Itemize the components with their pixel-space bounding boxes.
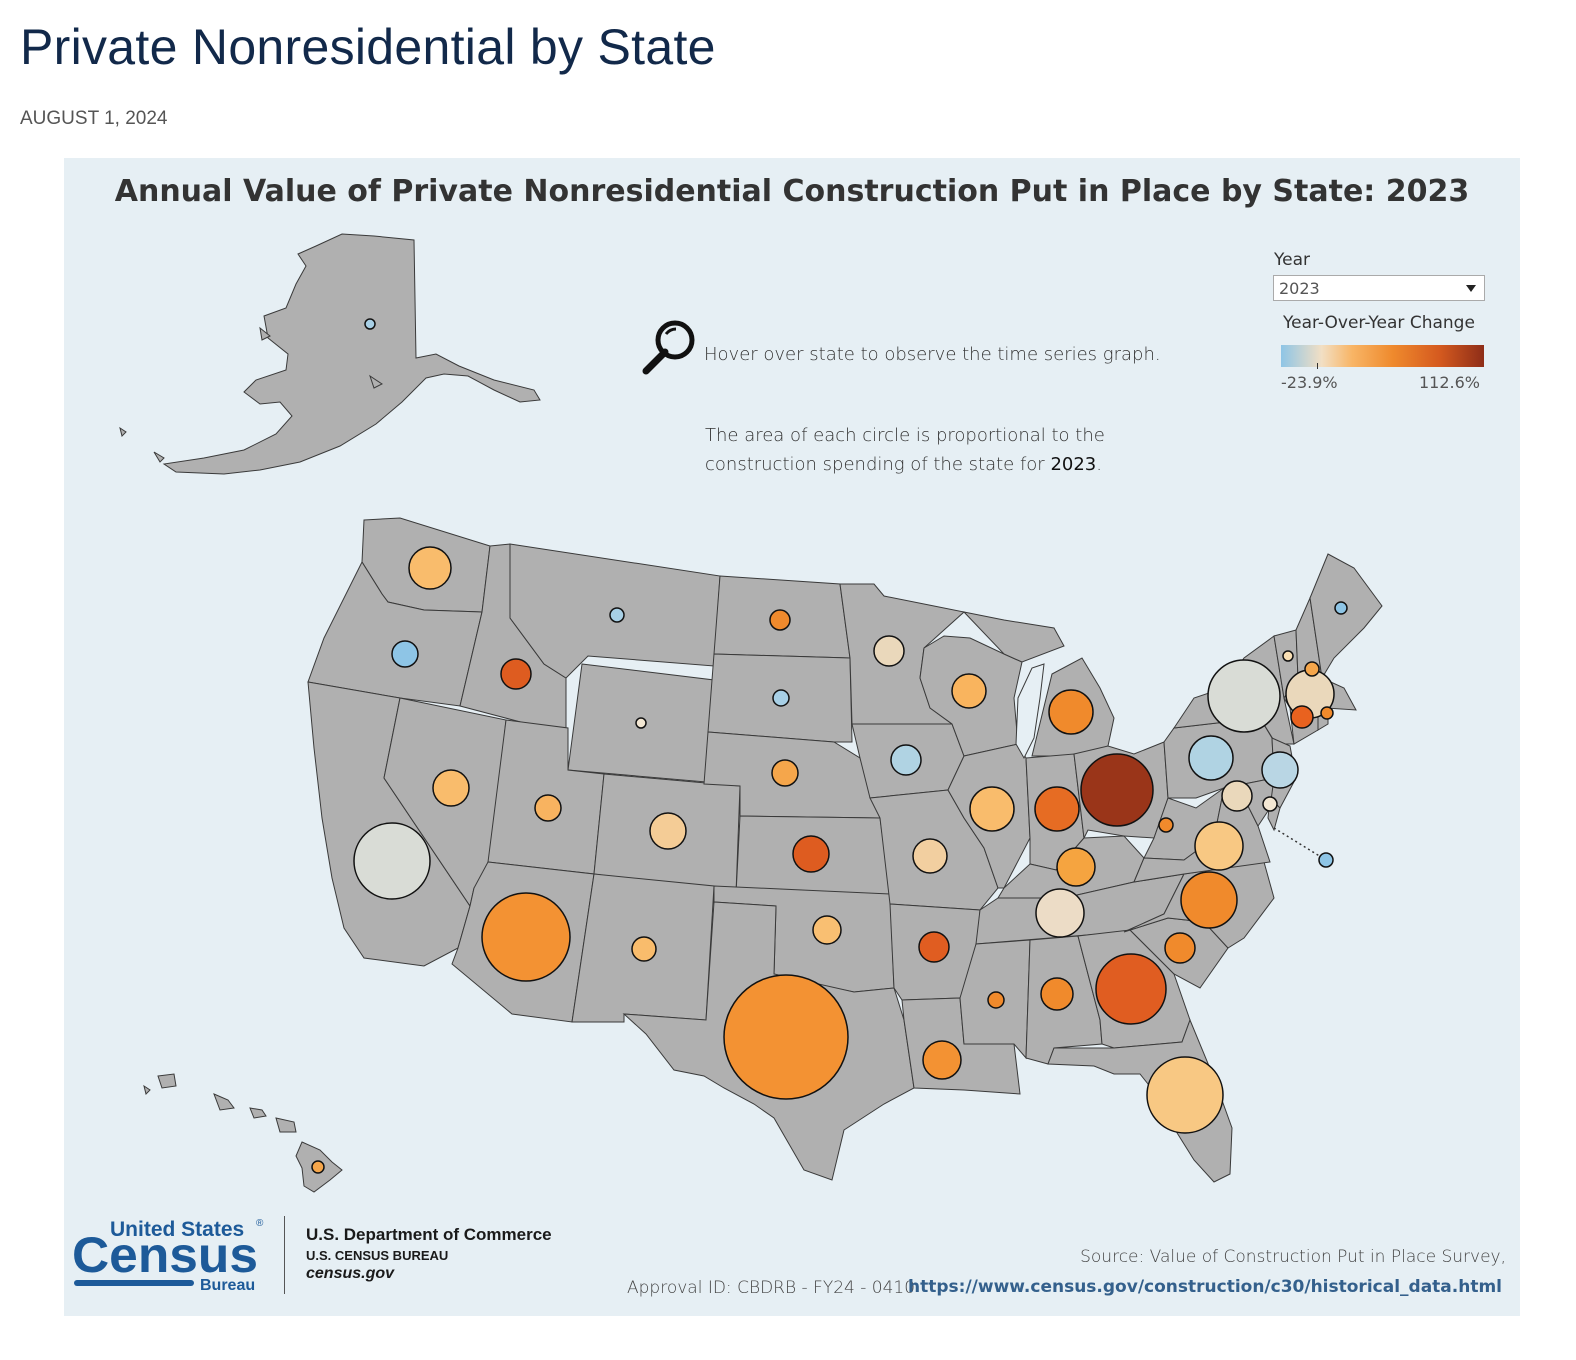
logo-registered: ® bbox=[256, 1218, 264, 1229]
bubble-mt[interactable] bbox=[609, 607, 625, 623]
bubble-ne[interactable] bbox=[771, 759, 799, 787]
dropdown-arrow-icon bbox=[1466, 285, 1476, 292]
bubble-md[interactable] bbox=[1221, 780, 1253, 812]
bubble-nc[interactable] bbox=[1180, 871, 1238, 929]
legend-tick bbox=[1317, 363, 1318, 369]
bubble-la[interactable] bbox=[922, 1040, 962, 1080]
bubble-nj[interactable] bbox=[1261, 751, 1299, 789]
bubble-sc[interactable] bbox=[1164, 932, 1196, 964]
bubble-ct[interactable] bbox=[1290, 705, 1314, 729]
legend-min: -23.9% bbox=[1281, 373, 1338, 392]
hawaii-islands bbox=[143, 1073, 297, 1133]
bubble-or[interactable] bbox=[391, 640, 419, 668]
bubble-wa[interactable] bbox=[408, 546, 452, 590]
bubble-wv[interactable] bbox=[1158, 817, 1174, 833]
bubble-oh[interactable] bbox=[1080, 753, 1154, 827]
bubble-tn[interactable] bbox=[1035, 888, 1085, 938]
bubble-id[interactable] bbox=[500, 658, 532, 690]
logo-census: Census bbox=[72, 1227, 258, 1283]
bubble-hi[interactable] bbox=[311, 1160, 325, 1174]
area-note-line1: The area of each circle is proportional … bbox=[705, 425, 1105, 446]
bureau-name: U.S. CENSUS BUREAU bbox=[306, 1248, 449, 1263]
bubble-nv[interactable] bbox=[432, 769, 470, 807]
bubble-fl[interactable] bbox=[1146, 1056, 1224, 1134]
bubble-tx[interactable] bbox=[723, 974, 849, 1100]
census-gov: census.gov bbox=[306, 1265, 395, 1282]
us-map bbox=[119, 233, 1383, 1193]
bubble-mn[interactable] bbox=[873, 635, 905, 667]
bubble-ut[interactable] bbox=[534, 794, 562, 822]
state-alaska[interactable] bbox=[162, 233, 541, 475]
logo-underline bbox=[74, 1280, 194, 1286]
source-link[interactable]: https://www.census.gov/construction/c30/… bbox=[908, 1277, 1502, 1297]
bubble-il[interactable] bbox=[969, 786, 1015, 832]
bubble-nh[interactable] bbox=[1304, 661, 1320, 677]
logo-divider bbox=[284, 1216, 285, 1294]
state-maine[interactable] bbox=[1309, 553, 1383, 680]
alaska-islands bbox=[119, 326, 383, 463]
page-title: Private Nonresidential by State bbox=[20, 19, 716, 75]
bubble-ia[interactable] bbox=[890, 744, 922, 776]
bubble-de[interactable] bbox=[1262, 796, 1278, 812]
area-note: The area of each circle is proportional … bbox=[705, 421, 1105, 479]
area-note-year: 2023 bbox=[1050, 454, 1097, 475]
bubble-in[interactable] bbox=[1034, 786, 1080, 832]
bubble-ks[interactable] bbox=[792, 835, 830, 873]
bubble-ms[interactable] bbox=[987, 991, 1005, 1009]
census-logo[interactable]: United States ® Census Bureau bbox=[72, 1214, 272, 1296]
logo-bureau: Bureau bbox=[200, 1277, 255, 1294]
approval-id: Approval ID: CBDRB - FY24 - 0410 bbox=[627, 1278, 916, 1298]
department-name: U.S. Department of Commerce bbox=[306, 1225, 552, 1244]
page-date: AUGUST 1, 2024 bbox=[20, 108, 168, 129]
bubble-vt[interactable] bbox=[1282, 650, 1294, 662]
bubble-dc[interactable] bbox=[1318, 852, 1334, 868]
bubble-ga[interactable] bbox=[1095, 953, 1167, 1025]
hover-instruction: Hover over state to observe the time ser… bbox=[704, 344, 1161, 365]
year-dropdown-value: 2023 bbox=[1279, 279, 1320, 298]
bubble-mo[interactable] bbox=[912, 838, 948, 874]
year-dropdown[interactable]: 2023 bbox=[1273, 275, 1485, 301]
bubble-nd[interactable] bbox=[769, 609, 791, 631]
bubble-ky[interactable] bbox=[1056, 847, 1096, 887]
bubble-al[interactable] bbox=[1040, 977, 1074, 1011]
bubble-mi[interactable] bbox=[1048, 689, 1094, 735]
logo-united-states: United States bbox=[110, 1218, 244, 1241]
bubble-ri[interactable] bbox=[1320, 706, 1334, 720]
color-legend-bar bbox=[1281, 345, 1484, 367]
bubble-wi[interactable] bbox=[951, 673, 987, 709]
viz-title: Annual Value of Private Nonresidential C… bbox=[114, 174, 1470, 209]
year-label: Year bbox=[1274, 250, 1310, 270]
bubble-ny[interactable] bbox=[1207, 659, 1281, 733]
legend-title: Year-Over-Year Change bbox=[1283, 313, 1475, 333]
map-visualization: Annual Value of Private Nonresidential C… bbox=[64, 158, 1520, 1316]
bubble-layer bbox=[311, 318, 1348, 1174]
bubble-pa[interactable] bbox=[1188, 735, 1234, 781]
dc-leader-line bbox=[1273, 827, 1327, 861]
bubble-az[interactable] bbox=[481, 892, 571, 982]
bubble-ok[interactable] bbox=[812, 915, 842, 945]
bubble-co[interactable] bbox=[649, 812, 687, 850]
area-note-line2: construction spending of the state for bbox=[705, 454, 1051, 475]
bubble-sd[interactable] bbox=[772, 689, 790, 707]
legend-max: 112.6% bbox=[1419, 373, 1481, 392]
bubble-nm[interactable] bbox=[631, 936, 657, 962]
bubble-va[interactable] bbox=[1194, 821, 1244, 871]
area-note-end: . bbox=[1096, 454, 1102, 475]
bubble-ak[interactable] bbox=[364, 318, 376, 330]
bubble-ca[interactable] bbox=[353, 822, 431, 900]
source-text: Source: Value of Construction Put in Pla… bbox=[1080, 1247, 1506, 1267]
bubble-wy[interactable] bbox=[635, 717, 647, 729]
magnifier-icon bbox=[642, 320, 695, 375]
bubble-ar[interactable] bbox=[918, 931, 950, 963]
bubble-me[interactable] bbox=[1334, 601, 1348, 615]
lake-michigan bbox=[1015, 663, 1045, 760]
